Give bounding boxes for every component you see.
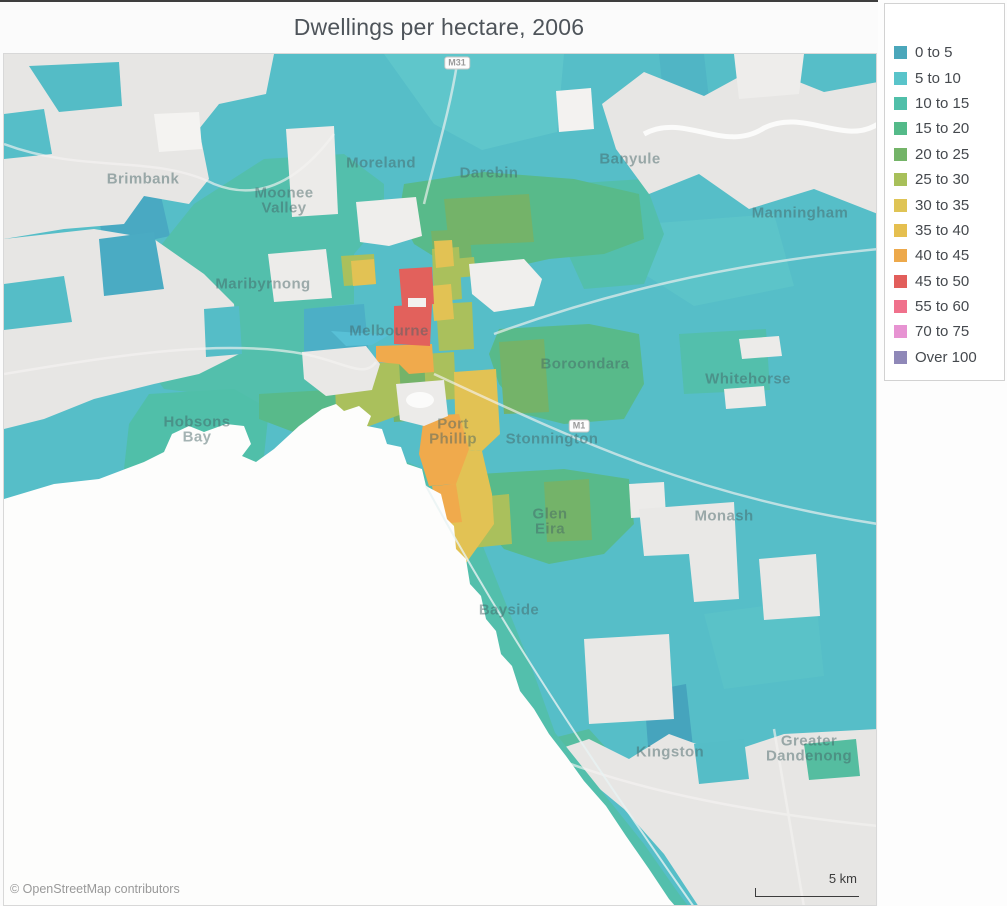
legend-panel: 0 to 5 5 to 10 10 to 15 15 to 20 bbox=[878, 0, 1007, 906]
legend-item[interactable]: 25 to 30 bbox=[894, 167, 996, 192]
cbd-high-density-region bbox=[399, 267, 434, 306]
legend-item[interactable]: Over 100 bbox=[894, 345, 996, 370]
legend-item[interactable]: 55 to 60 bbox=[894, 294, 996, 319]
stkilda-orange-region bbox=[419, 414, 469, 486]
legend-item[interactable]: 10 to 15 bbox=[894, 91, 996, 116]
legend-color-swatch bbox=[894, 96, 907, 110]
legend-color-swatch bbox=[894, 300, 907, 314]
legend-color-swatch bbox=[894, 122, 907, 136]
legend-item[interactable]: 5 to 10 bbox=[894, 65, 996, 90]
legend-item[interactable]: 0 to 5 bbox=[894, 40, 996, 65]
choropleth-map bbox=[4, 54, 876, 905]
legend-color-swatch bbox=[894, 325, 907, 339]
legend-item-label: Over 100 bbox=[915, 348, 977, 366]
legend-item-label: 20 to 25 bbox=[915, 145, 970, 163]
legend-item[interactable]: 20 to 25 bbox=[894, 142, 996, 167]
scale-bar-line bbox=[755, 888, 859, 897]
legend-item-label: 70 to 75 bbox=[915, 323, 970, 341]
legend-color-swatch bbox=[894, 249, 907, 263]
legend-item[interactable]: 45 to 50 bbox=[894, 269, 996, 294]
legend-item-label: 35 to 40 bbox=[915, 221, 970, 239]
legend-item-label: 25 to 30 bbox=[915, 171, 970, 189]
legend-item-label: 15 to 20 bbox=[915, 120, 970, 138]
legend-item-label: 10 to 15 bbox=[915, 94, 970, 112]
harbour-water bbox=[331, 331, 389, 346]
legend-item-label: 45 to 50 bbox=[915, 272, 970, 290]
legend-color-swatch bbox=[894, 71, 907, 85]
legend-item-label: 5 to 10 bbox=[915, 69, 961, 87]
map-canvas[interactable]: Brimbank Moonee Valley Moreland Darebin Bany… bbox=[3, 53, 877, 906]
legend-color-swatch bbox=[894, 147, 907, 161]
page-title: Dwellings per hectare, 2006 bbox=[293, 14, 585, 40]
scale-bar-label: 5 km bbox=[828, 871, 857, 886]
legend-item-label: 55 to 60 bbox=[915, 298, 970, 316]
unpopulated-gray-regions bbox=[4, 54, 876, 905]
legend-item-label: 30 to 35 bbox=[915, 196, 970, 214]
road-lines bbox=[4, 63, 876, 905]
legend-item[interactable]: 70 to 75 bbox=[894, 319, 996, 344]
legend-item[interactable]: 15 to 20 bbox=[894, 116, 996, 141]
legend-color-swatch bbox=[894, 173, 907, 187]
legend-color-swatch bbox=[894, 198, 907, 212]
legend-color-swatch bbox=[894, 350, 907, 364]
legend-item[interactable]: 35 to 40 bbox=[894, 218, 996, 243]
scale-bar: 5 km bbox=[755, 871, 859, 897]
legend-item-label: 0 to 5 bbox=[915, 44, 953, 62]
title-bar: Dwellings per hectare, 2006 bbox=[0, 2, 878, 53]
southbank-orange-region bbox=[376, 344, 434, 374]
legend-color-swatch bbox=[894, 46, 907, 60]
legend-item-label: 40 to 45 bbox=[915, 247, 970, 265]
cbd-high-density-region bbox=[394, 304, 432, 346]
legend-item[interactable]: 30 to 35 bbox=[894, 192, 996, 217]
legend: 0 to 5 5 to 10 10 to 15 15 to 20 bbox=[884, 3, 1005, 382]
legend-item[interactable]: 40 to 45 bbox=[894, 243, 996, 268]
openstreetmap-attribution[interactable]: © OpenStreetMap contributors bbox=[10, 882, 180, 896]
bay-water bbox=[4, 404, 675, 905]
legend-color-swatch bbox=[894, 274, 907, 288]
legend-color-swatch bbox=[894, 223, 907, 237]
map-panel: Dwellings per hectare, 2006 bbox=[0, 0, 878, 906]
